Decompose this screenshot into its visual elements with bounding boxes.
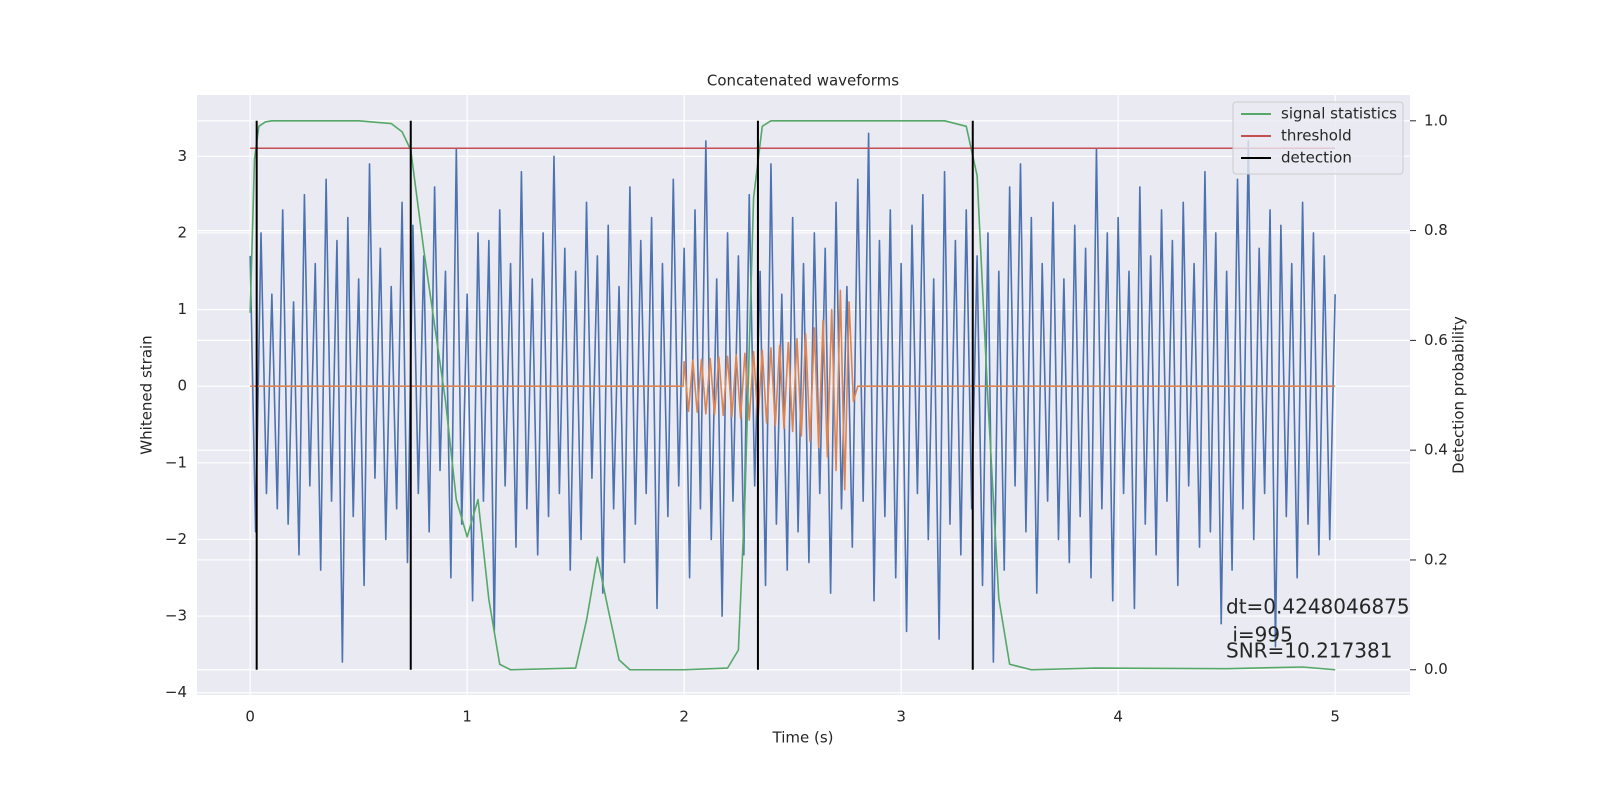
x-tick-label: 2 xyxy=(679,708,689,726)
y2-tick-label: 0.8 xyxy=(1424,221,1448,239)
annotation: dt=0.4248046875 xyxy=(1226,595,1410,619)
x-tick-label: 1 xyxy=(462,708,472,726)
y-tick-label: 3 xyxy=(177,147,187,165)
y-tick-label: 0 xyxy=(177,377,187,395)
x-axis-label: Time (s) xyxy=(772,729,834,747)
y-tick-label: −2 xyxy=(165,530,187,548)
y-axis-label: Whitened strain xyxy=(138,335,156,454)
legend-label: detection xyxy=(1281,149,1352,167)
x-tick-label: 4 xyxy=(1113,708,1123,726)
chart-title: Concatenated waveforms xyxy=(707,72,899,90)
y2-tick-label: 0.6 xyxy=(1424,331,1448,349)
y-tick-label: 2 xyxy=(177,223,187,241)
series-line xyxy=(249,120,1336,671)
annotation: i=995 xyxy=(1226,623,1293,647)
legend-box xyxy=(1232,101,1404,175)
legend: signal statistics threshold detection xyxy=(1232,101,1404,175)
series-line xyxy=(249,132,1336,663)
y-tick-label: 1 xyxy=(177,300,187,318)
annotation: SNR=10.217381 xyxy=(1226,639,1392,663)
x-tick-label: 3 xyxy=(896,708,906,726)
y-tick-label: −3 xyxy=(165,607,187,625)
y-tick-label: −4 xyxy=(165,683,187,701)
legend-label: signal statistics xyxy=(1281,105,1397,123)
y2-tick-label: 0.0 xyxy=(1424,660,1448,678)
y2-tick-label: 0.2 xyxy=(1424,550,1448,568)
y2-tick-label: 1.0 xyxy=(1424,111,1448,129)
y2-tick-label: 0.4 xyxy=(1424,441,1448,459)
x-tick-label: 5 xyxy=(1330,708,1340,726)
legend-label: threshold xyxy=(1281,127,1352,145)
series-line xyxy=(250,289,1336,491)
x-tick-label: 0 xyxy=(245,708,255,726)
y-tick-label: −1 xyxy=(165,453,187,471)
y2-axis-label: Detection probability xyxy=(1450,316,1468,474)
